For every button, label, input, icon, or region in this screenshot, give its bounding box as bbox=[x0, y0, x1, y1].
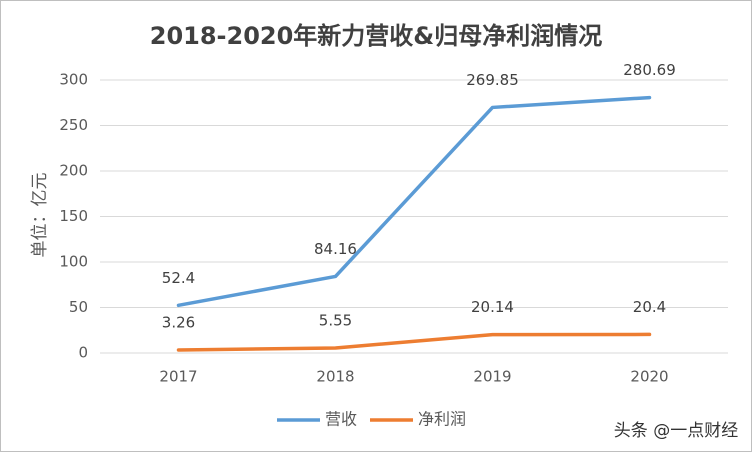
y-tick-label: 250 bbox=[59, 116, 88, 134]
watermark: 头条 @一点财经 bbox=[614, 421, 738, 441]
legend-label: 营收 bbox=[325, 410, 357, 429]
line-series bbox=[176, 332, 652, 352]
y-axis-label: 单位：亿元 bbox=[30, 173, 50, 258]
line-series bbox=[176, 95, 652, 308]
x-tick-label: 2017 bbox=[159, 368, 197, 386]
data-label: 52.4 bbox=[162, 269, 195, 287]
data-label: 269.85 bbox=[466, 71, 519, 89]
data-label: 3.26 bbox=[162, 314, 195, 332]
y-tick-label: 300 bbox=[59, 71, 88, 89]
x-tick-label: 2019 bbox=[473, 368, 511, 386]
y-tick-label: 0 bbox=[78, 344, 88, 362]
data-label: 20.14 bbox=[471, 298, 514, 316]
y-tick-label: 150 bbox=[59, 207, 88, 225]
y-tick-label: 50 bbox=[69, 298, 88, 316]
data-label: 84.16 bbox=[314, 240, 357, 258]
legend-label: 净利润 bbox=[418, 410, 466, 429]
chart-title: 2018-2020年新力营收&归母净利润情况 bbox=[150, 22, 602, 50]
y-tick-label: 200 bbox=[59, 162, 88, 180]
data-label: 280.69 bbox=[623, 61, 676, 79]
x-tick-label: 2020 bbox=[630, 368, 668, 386]
x-tick-label: 2018 bbox=[316, 368, 354, 386]
y-tick-label: 100 bbox=[59, 253, 88, 271]
data-label: 20.4 bbox=[633, 298, 666, 316]
data-label: 5.55 bbox=[319, 311, 352, 329]
